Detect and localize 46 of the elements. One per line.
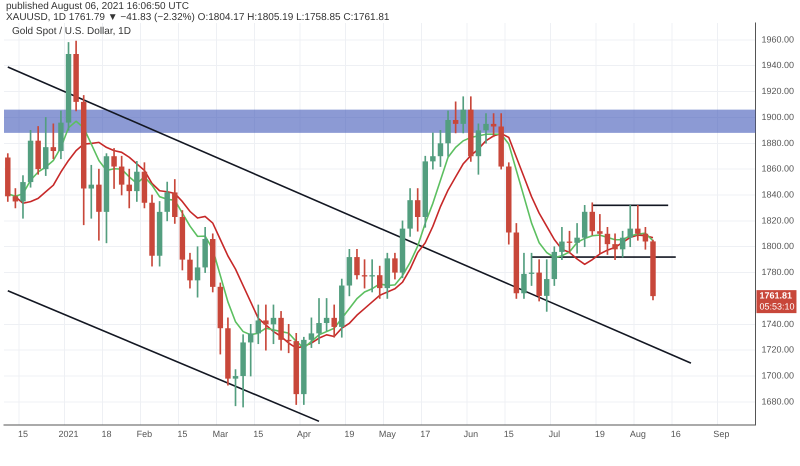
text: XAUUSD, 1D 1761.79 ▼ −41.83 (−2.32%) O:1804.17 H:1805.19 L:1758.85 C:1761.81 <box>6 12 390 23</box>
candlestick <box>194 246 200 298</box>
y-tick-label: 1680.00 <box>761 396 794 406</box>
y-tick-label: 1880.00 <box>761 138 794 148</box>
y-tick-label: 1940.00 <box>761 60 794 70</box>
y-tick-label: 1900.00 <box>761 112 794 122</box>
y-tick-label: 1860.00 <box>761 164 794 174</box>
x-tick-label: Jun <box>464 429 478 440</box>
x-tick-label: 15 <box>177 429 188 440</box>
x-tick-label: 19 <box>344 429 354 440</box>
y-tick-label: 1740.00 <box>761 318 794 329</box>
y-tick-label: 1820.00 <box>761 215 794 226</box>
x-tick-label: 15 <box>253 429 264 440</box>
y-tick-label: 1700.00 <box>761 370 794 381</box>
candlestick <box>566 230 572 254</box>
x-tick-label: 18 <box>101 429 112 440</box>
candlestick <box>111 148 117 189</box>
x-tick-label: 15 <box>18 429 28 440</box>
candlestick <box>316 298 322 344</box>
candlestick <box>612 233 618 260</box>
x-tick-label: Jul <box>548 429 560 440</box>
y-tick-label: 1840.00 <box>761 189 794 200</box>
x-tick-label: Aug <box>630 429 646 440</box>
x-tick-label: May <box>378 429 396 440</box>
x-tick-label: 16 <box>670 429 681 440</box>
candlestick <box>483 113 489 144</box>
x-tick-label: Sep <box>713 429 730 440</box>
x-tick-label: Feb <box>136 429 152 440</box>
x-tick-label: Apr <box>296 429 311 440</box>
annotation: 1761.81 <box>759 290 792 301</box>
candlestick <box>362 259 368 288</box>
text: 05:53:10 <box>759 302 795 312</box>
x-tick-label: 19 <box>594 429 605 440</box>
y-tick-label: 1800.00 <box>761 241 794 252</box>
candlestick <box>528 252 534 286</box>
x-tick-label: 17 <box>420 429 430 440</box>
y-tick-label: 1960.00 <box>761 34 794 44</box>
y-tick-label: 1780.00 <box>761 267 794 278</box>
y-tick-label: 1720.00 <box>761 344 794 355</box>
text: published August 06, 2021 16:06:50 UTC <box>6 1 189 12</box>
candlestick <box>270 304 276 344</box>
x-tick-label: Mar <box>212 429 228 440</box>
x-tick-label: 15 <box>504 429 514 440</box>
x-tick-label: 2021 <box>58 429 79 440</box>
y-tick-label: 1920.00 <box>761 86 794 96</box>
chart-title: Gold Spot / U.S. Dollar, 1D <box>12 26 131 37</box>
